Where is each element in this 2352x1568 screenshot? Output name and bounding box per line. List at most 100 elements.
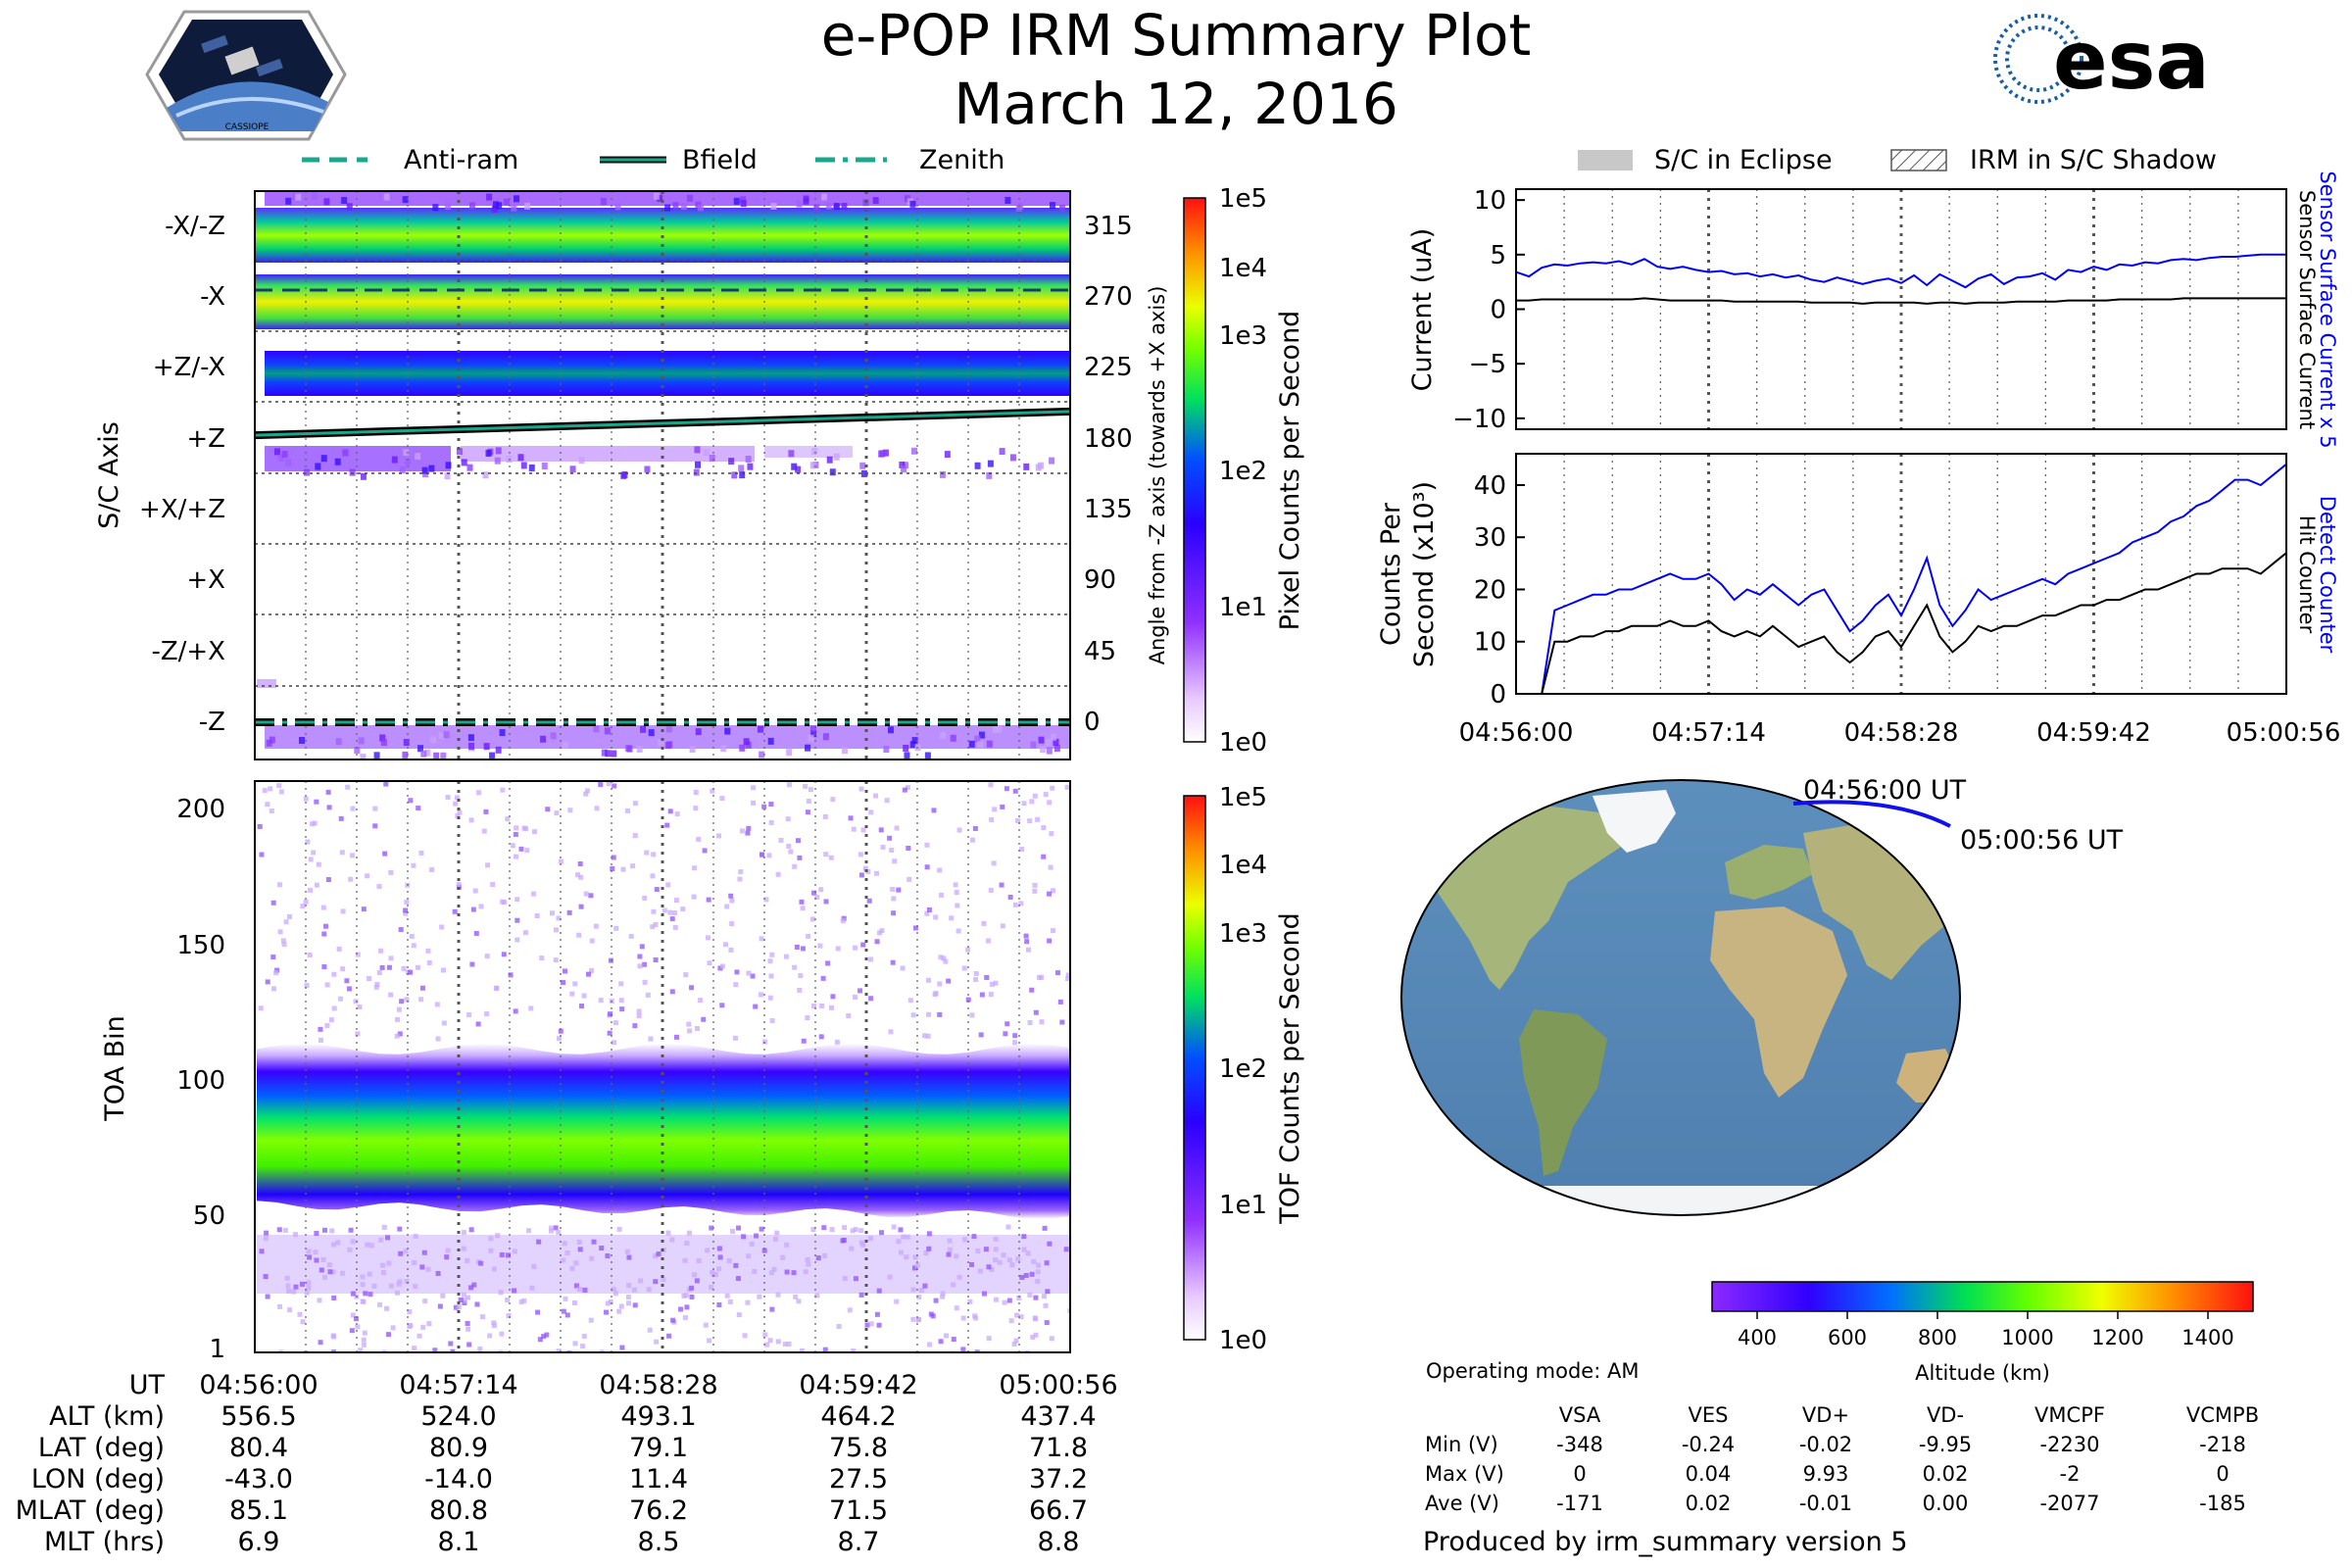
speckle — [554, 927, 559, 933]
sc-axis-panel: -X/-Z -X +Z/-X +Z +X/+Z +X -Z/+X -Z 315 … — [94, 184, 1305, 760]
speckle — [737, 876, 743, 882]
speckle — [310, 821, 316, 827]
counts-xtick: 04:59:42 — [2036, 718, 2151, 748]
speckle — [264, 1230, 270, 1236]
ephem-cell: 8.7 — [838, 1527, 880, 1557]
speckle — [1035, 1278, 1041, 1284]
speckle — [469, 961, 475, 967]
speckle — [346, 203, 353, 211]
speckle — [933, 991, 939, 997]
speckle — [740, 200, 747, 208]
speckle — [604, 727, 611, 735]
speckle — [598, 782, 604, 788]
speckle — [534, 912, 540, 918]
speckle — [1001, 1252, 1006, 1258]
voltage-row-label: Ave (V) — [1425, 1492, 1499, 1515]
speckle — [670, 1317, 676, 1323]
speckle — [1033, 1316, 1039, 1322]
speckle — [888, 1029, 894, 1035]
speckle — [505, 816, 511, 822]
speckle — [873, 793, 879, 799]
speckle — [943, 1333, 949, 1339]
speckle — [956, 1274, 962, 1280]
speckle — [599, 1349, 605, 1352]
speckle — [651, 852, 657, 858]
speckle — [491, 205, 498, 213]
speckle — [598, 998, 604, 1004]
speckle — [1040, 746, 1047, 754]
speckle — [989, 816, 995, 822]
speckle — [612, 1291, 618, 1297]
speckle — [475, 1021, 481, 1027]
altitude-tick: 400 — [1738, 1326, 1777, 1349]
speckle — [378, 1237, 384, 1243]
speckle — [739, 471, 746, 479]
speckle — [317, 1298, 322, 1303]
speckle — [793, 1294, 799, 1299]
speckle — [883, 746, 890, 754]
speckle — [1032, 793, 1038, 799]
speckle — [484, 1011, 490, 1017]
speckle — [318, 1340, 323, 1346]
speckle — [556, 1348, 562, 1352]
speckle — [572, 1299, 578, 1305]
speckle — [1023, 1273, 1029, 1279]
current-ytick: 0 — [1490, 296, 1506, 325]
shadow-swatch — [1890, 149, 1947, 172]
speckle — [873, 870, 879, 876]
speckle — [682, 1315, 688, 1321]
speckle — [669, 989, 675, 995]
speckle — [867, 1236, 873, 1242]
speckle — [1003, 1031, 1008, 1037]
speckle — [1005, 1224, 1011, 1230]
voltage-row-label: Max (V) — [1425, 1462, 1504, 1486]
speckle — [1018, 1314, 1024, 1320]
speckle — [1054, 970, 1060, 976]
speckle — [719, 963, 725, 969]
speckle — [361, 1298, 367, 1304]
sc-cat-label: +X — [186, 565, 225, 595]
voltage-col-header: VD+ — [1802, 1403, 1849, 1427]
speckle — [599, 1246, 605, 1251]
speckle — [846, 1013, 852, 1019]
speckle — [320, 905, 326, 910]
speckle — [1030, 1335, 1036, 1341]
speckle — [904, 752, 910, 760]
speckle — [397, 1279, 403, 1285]
speckle — [340, 908, 346, 914]
speckle — [1038, 736, 1045, 744]
ephem-cell: 8.5 — [638, 1527, 680, 1557]
speckle — [975, 1248, 981, 1253]
speckle — [482, 471, 489, 479]
speckle — [944, 451, 951, 459]
speckle — [620, 866, 626, 872]
speckle — [1058, 204, 1065, 212]
speckle — [822, 733, 829, 741]
speckle — [802, 783, 808, 789]
speckle — [258, 1005, 264, 1011]
speckle — [1039, 974, 1045, 980]
speckle — [955, 903, 960, 908]
speckle — [1007, 894, 1013, 900]
speckle — [382, 851, 388, 857]
speckle — [445, 462, 452, 469]
speckle — [823, 899, 829, 905]
speckle — [925, 1033, 931, 1039]
angle-tick: 135 — [1084, 495, 1133, 524]
speckle — [368, 1243, 374, 1249]
speckle — [349, 1328, 355, 1334]
speckle — [701, 1016, 707, 1022]
speckle — [906, 845, 911, 851]
speckle — [257, 823, 263, 829]
speckle — [650, 924, 656, 930]
speckle — [878, 827, 884, 833]
speckle — [780, 1254, 786, 1260]
speckle — [345, 784, 351, 790]
sc-cat-label: -X/-Z — [165, 212, 225, 241]
speckle — [949, 915, 955, 921]
speckle — [672, 202, 679, 210]
speckle — [926, 1011, 932, 1017]
speckle — [710, 788, 715, 794]
speckle — [988, 992, 994, 998]
speckle — [403, 910, 409, 916]
